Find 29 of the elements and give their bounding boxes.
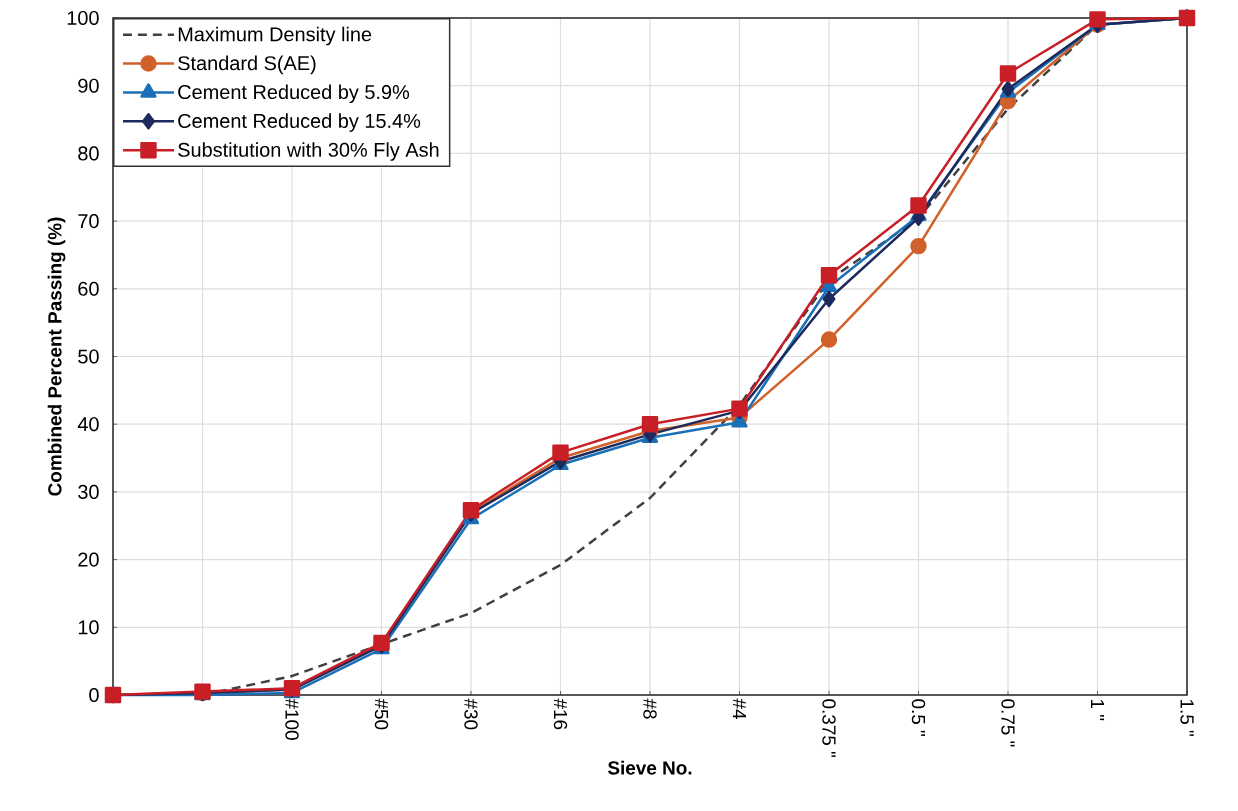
x-tick-label: 1 " (1090, 699, 1105, 721)
y-tick-label: 100 (67, 10, 99, 26)
y-tick-label: 10 (78, 620, 99, 635)
legend-label: Standard S(AE) (178, 55, 316, 75)
y-tick-label: 40 (77, 417, 99, 432)
x-tick-label: #100 (285, 698, 299, 740)
y-tick-label: 60 (78, 281, 99, 296)
y-tick-label: 80 (78, 146, 99, 161)
x-axis-title: Sieve No. (607, 760, 692, 775)
legend-label: Substitution with 30% Fly Ash (178, 142, 439, 161)
x-tick-label: 0.5 " (911, 699, 926, 736)
y-axis-title: Combined Percent Passing (%) (47, 217, 66, 496)
x-tick-label: #30 (464, 698, 478, 730)
x-tick-label: #8 (643, 698, 657, 719)
y-tick-label: 50 (78, 349, 99, 364)
x-tick-label: 0.375 " (822, 699, 836, 758)
x-tick-label: 0.75 " (1001, 699, 1015, 747)
y-tick-label: 70 (78, 214, 99, 229)
y-tick-label: 30 (78, 484, 99, 499)
x-tick-label: 1.5 " (1180, 699, 1194, 736)
y-tick-label: 20 (78, 552, 99, 567)
x-tick-label: #4 (732, 698, 746, 720)
x-tick-label: #50 (374, 698, 389, 730)
legend-label: Maximum Density line (178, 26, 372, 46)
legend-label: Cement Reduced by 5.9% (178, 84, 410, 104)
y-tick-label: 90 (78, 78, 99, 93)
x-tick-label: #16 (553, 698, 568, 730)
y-tick-label: 0 (89, 687, 99, 703)
legend-label: Cement Reduced by 15.4% (178, 113, 421, 132)
